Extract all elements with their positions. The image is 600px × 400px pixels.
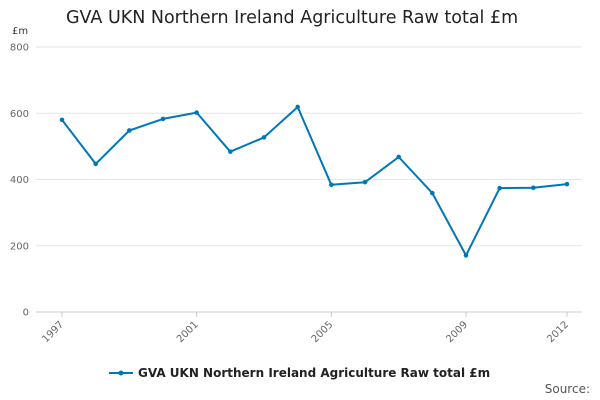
data-point [228,149,233,154]
data-point [261,135,267,140]
data-point [59,117,65,123]
series-line [61,106,568,257]
legend: GVA UKN Northern Ireland Agriculture Raw… [108,366,490,380]
data-point [396,154,401,160]
y-tick-label: 0 [23,308,29,319]
legend-swatch [109,370,133,376]
data-point [463,253,469,258]
y-tick-label: 800 [10,43,29,54]
y-axis-unit-label: £m [12,26,29,37]
data-point [93,161,98,167]
y-tick-label: 400 [10,175,29,186]
data-point [531,185,536,191]
x-tick-label: 2001 [175,319,201,345]
x-tick-label: 1997 [40,319,66,345]
data-point [160,116,166,122]
chart-title: GVA UKN Northern Ireland Agriculture Raw… [66,8,519,28]
x-tick-label: 2005 [310,319,336,345]
y-tick-label: 600 [10,109,29,120]
data-point [127,128,132,133]
data-point [329,182,334,188]
legend-label: GVA UKN Northern Ireland Agriculture Raw… [138,366,491,380]
data-point [430,190,435,196]
x-tick-label: 2009 [444,319,470,345]
data-point [497,185,502,191]
data-point [362,179,368,185]
y-tick-label: 200 [10,241,29,252]
x-tick-label: 2012 [545,319,571,345]
source-label: Source: [544,382,590,396]
data-point [194,110,199,115]
data-point [564,181,570,187]
data-point [295,104,300,110]
